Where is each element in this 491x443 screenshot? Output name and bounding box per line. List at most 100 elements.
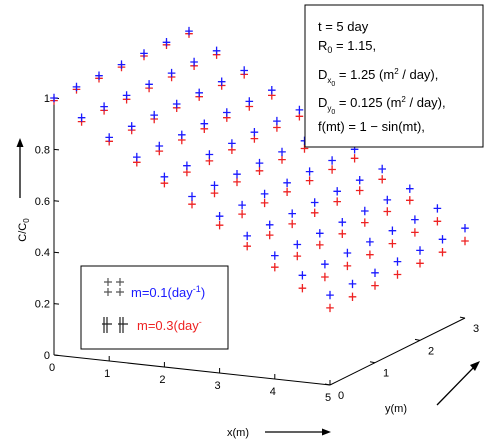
data-point xyxy=(215,212,224,221)
data-point xyxy=(145,80,153,89)
data-point xyxy=(343,261,352,271)
data-point xyxy=(140,49,148,58)
data-point xyxy=(416,259,424,268)
y-tick-label: 2 xyxy=(428,345,434,357)
data-point xyxy=(212,46,221,55)
data-point xyxy=(333,197,341,206)
data-point xyxy=(188,200,196,209)
data-point xyxy=(378,164,386,174)
data-point xyxy=(167,68,176,78)
data-point xyxy=(461,236,469,246)
legend-frame xyxy=(80,265,229,350)
data-point xyxy=(195,88,203,97)
data-point xyxy=(406,184,414,193)
z-tick-label: 1 xyxy=(44,93,50,105)
data-point xyxy=(326,290,334,300)
data-point xyxy=(433,204,442,213)
data-point xyxy=(333,187,341,196)
legend-marker-blue xyxy=(104,278,124,296)
data-point xyxy=(77,113,86,122)
parameter-box-frame xyxy=(304,4,484,148)
data-point xyxy=(265,220,274,229)
data-point xyxy=(250,128,259,137)
y-tick-mark xyxy=(324,383,331,386)
data-point xyxy=(350,154,359,163)
data-point xyxy=(172,99,181,109)
data-point xyxy=(240,66,248,75)
data-point xyxy=(200,119,209,128)
data-point xyxy=(155,141,164,151)
legend: m=0.1(day-1) m=0.3(day- xyxy=(80,265,229,350)
z-tick-label: 0.4 xyxy=(35,247,50,259)
x-tick-label: 0 xyxy=(49,362,55,374)
z-axis-label: C/C0 xyxy=(17,218,31,242)
data-point xyxy=(162,38,171,47)
data-point xyxy=(411,215,419,224)
data-point xyxy=(223,108,231,117)
legend-label-red: m=0.3(day- xyxy=(137,317,202,333)
data-point xyxy=(210,181,219,190)
data-point xyxy=(283,187,291,196)
data-point xyxy=(260,189,269,199)
z-tick-mark xyxy=(53,251,60,254)
data-point xyxy=(245,97,254,106)
data-point xyxy=(100,102,108,111)
data-point xyxy=(122,91,131,100)
y-arrow-head xyxy=(470,361,480,371)
y-axis-label: y(m) xyxy=(385,403,407,415)
data-point xyxy=(283,178,291,187)
data-point xyxy=(388,239,397,248)
data-point xyxy=(190,57,198,67)
y-tick-mark xyxy=(459,316,466,319)
data-point xyxy=(95,71,103,80)
data-point xyxy=(205,150,214,159)
data-point xyxy=(105,133,113,142)
data-point xyxy=(393,270,402,279)
data-point xyxy=(233,170,241,179)
data-point xyxy=(50,93,58,103)
data-point xyxy=(243,242,251,251)
data-point xyxy=(438,248,447,257)
legend-marker-red xyxy=(102,317,128,333)
data-point xyxy=(406,196,414,205)
x-axis-label: x(m) xyxy=(227,427,249,439)
data-point xyxy=(273,116,281,126)
data-point xyxy=(255,158,264,168)
param-f: f(mt) = 1 − sin(mt), xyxy=(318,119,425,134)
x-tick-label: 5 xyxy=(325,392,331,404)
z-tick-mark xyxy=(53,354,60,356)
data-point xyxy=(160,172,169,181)
data-point xyxy=(298,271,307,280)
data-point xyxy=(433,217,442,226)
data-point xyxy=(278,155,286,164)
data-point xyxy=(310,198,319,207)
data-point xyxy=(361,206,369,216)
data-point xyxy=(265,230,274,240)
y-tick-label: 1 xyxy=(383,368,389,380)
data-point xyxy=(305,167,314,176)
data-point xyxy=(371,268,379,277)
data-point xyxy=(321,260,329,269)
legend-label-blue: m=0.1(day-1) xyxy=(131,284,205,300)
y-tick-mark xyxy=(414,338,421,341)
data-point xyxy=(328,156,336,165)
data-point xyxy=(293,251,302,261)
data-point xyxy=(271,251,279,260)
data-point xyxy=(133,152,141,162)
z-tick-label: 0 xyxy=(44,350,50,362)
data-point xyxy=(243,231,251,241)
z-tick-mark xyxy=(53,200,60,202)
z-tick-label: 0.8 xyxy=(35,144,50,156)
param-time: t = 5 day xyxy=(318,19,369,34)
data-point xyxy=(378,175,386,184)
z-tick-mark xyxy=(53,148,60,151)
data-point xyxy=(271,263,279,272)
data-point xyxy=(185,26,193,36)
data-point xyxy=(361,218,369,227)
param-r0: R0 = 1.15, xyxy=(318,38,376,55)
data-point xyxy=(238,200,246,210)
data-point xyxy=(150,110,158,120)
x-tick-label: 4 xyxy=(270,386,276,398)
y-direction-arrow xyxy=(436,364,477,406)
data-point xyxy=(411,228,419,237)
